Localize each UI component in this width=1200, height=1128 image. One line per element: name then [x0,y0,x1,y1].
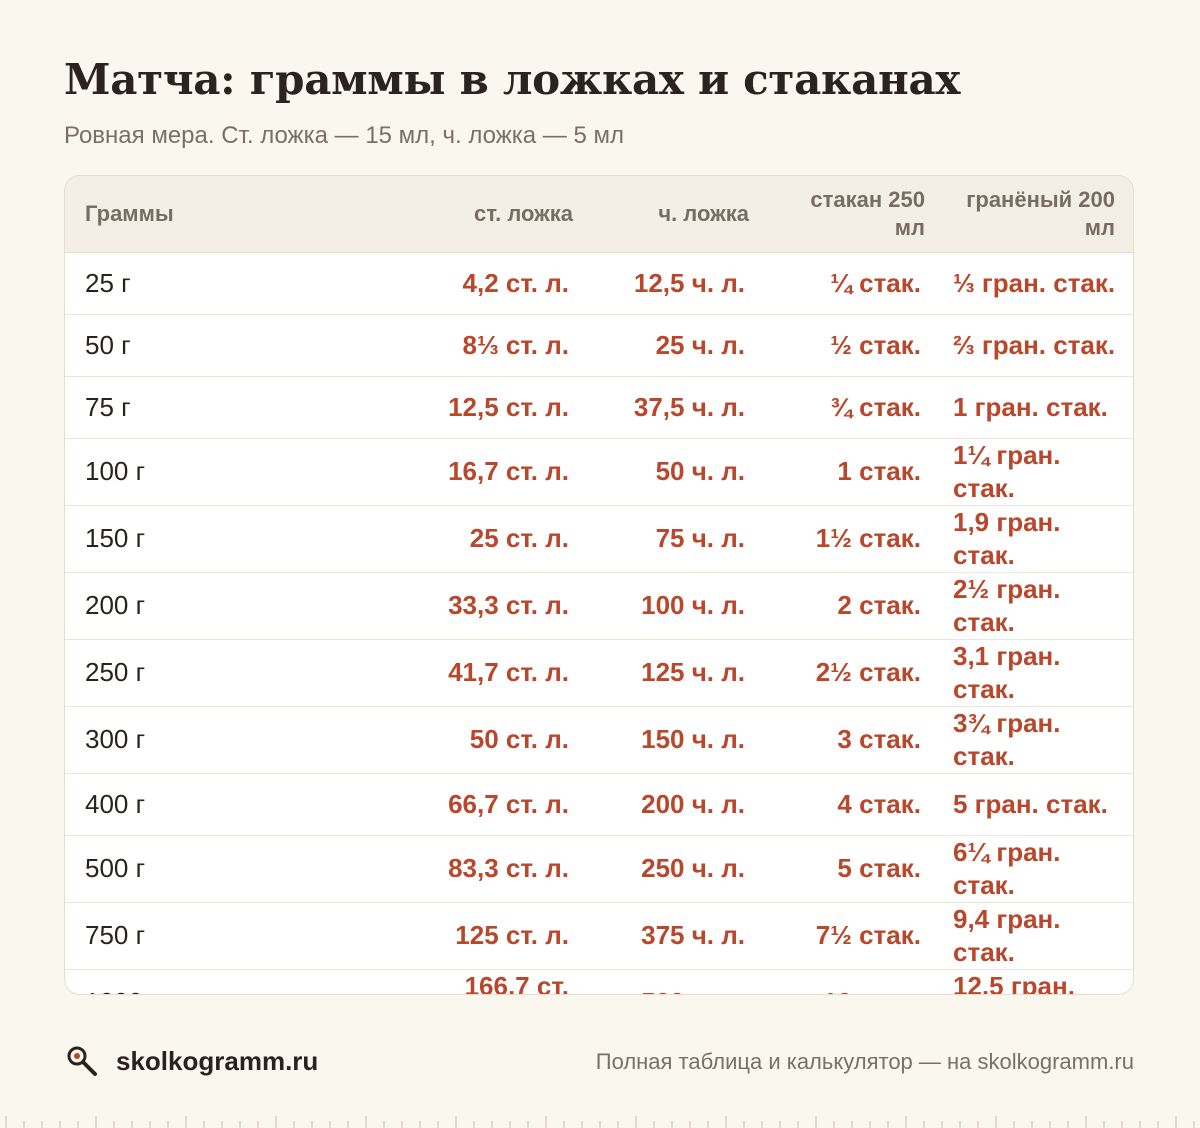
cell-faceted-glass: 3,1 гран. стак. [943,638,1133,706]
table-row: 25 г 4,2 ст. л. 12,5 ч. л. ¼ стак. ⅓ гра… [65,252,1133,314]
table-row: 400 г 66,7 ст. л. 200 ч. л. 4 стак. 5 гр… [65,772,1133,835]
page-subtitle: Ровная мера. Ст. ложка — 15 мл, ч. ложка… [64,122,624,149]
cell-teaspoon: 500 ч. л. [591,968,767,994]
cell-cup: 7½ стак. [767,901,943,969]
cell-tablespoon: 166,7 ст. л. [439,968,591,994]
cell-faceted-glass: 1¼ гран. стак. [943,437,1133,505]
cell-faceted-glass: ⅓ гран. стак. [953,267,1116,298]
cell-tablespoon: 25 ст. л. [439,504,591,572]
cell-grams: 150 г [65,504,439,572]
table-row: 50 г 8⅓ ст. л. 25 ч. л. ½ стак. ⅔ гран. … [65,313,1133,376]
cell-tablespoon: 4,2 ст. л. [462,267,569,298]
cell-faceted-glass: 5 гран. стак. [943,772,1133,835]
page-title: Матча: граммы в ложках и стаканах [64,55,961,104]
cell-teaspoon: 100 ч. л. [591,571,767,639]
cell-teaspoon: 50 ч. л. [591,437,767,505]
column-header-faceted-glass-200: гранёный 200 мл [943,176,1133,253]
cell-cup: 3 стак. [767,705,943,773]
cell-faceted-glass: 1 гран. стак. [943,375,1133,438]
cell-teaspoon: 250 ч. л. [591,834,767,902]
brand-name: skolkogramm.ru [116,1046,319,1076]
cell-grams: 750 г [65,901,439,969]
cell-grams: 1000 г [65,968,439,994]
cell-tablespoon: 50 ст. л. [439,705,591,773]
cell-grams: 250 г [65,638,439,706]
cell-cup: 2 стак. [767,571,943,639]
cell-teaspoon: 75 ч. л. [591,504,767,572]
table-row: 200 г 33,3 ст. л. 100 ч. л. 2 стак. 2½ г… [65,571,1133,639]
cell-faceted-glass: 12,5 гран. стак. [943,968,1133,994]
cell-grams: 25 г [85,267,131,298]
cell-faceted-glass: 3¾ гран. стак. [943,705,1133,773]
cell-teaspoon: 12,5 ч. л. [633,267,745,298]
cell-teaspoon: 25 ч. л. [591,313,767,376]
table-row: 1000 г 166,7 ст. л. 500 ч. л. 10 стак. 1… [65,968,1133,994]
cell-cup: 2½ стак. [767,638,943,706]
table-row: 300 г 50 ст. л. 150 ч. л. 3 стак. 3¾ гра… [65,705,1133,773]
footer-brand[interactable]: skolkogramm.ru [64,1043,318,1079]
cell-grams: 400 г [65,772,439,835]
cell-faceted-glass: 1,9 гран. стак. [943,504,1133,572]
table-row: 750 г 125 ст. л. 375 ч. л. 7½ стак. 9,4 … [65,901,1133,969]
column-header-grams: Граммы [65,176,439,253]
cell-teaspoon: 375 ч. л. [591,901,767,969]
cell-tablespoon: 41,7 ст. л. [439,638,591,706]
cell-faceted-glass: 9,4 гран. стак. [943,901,1133,969]
conversion-table-card: Граммы ст. ложка ч. ложка стакан 250 мл … [64,175,1134,995]
cell-teaspoon: 200 ч. л. [591,772,767,835]
cell-faceted-glass: ⅔ гран. стак. [943,313,1133,376]
cell-grams: 75 г [65,375,439,438]
cell-faceted-glass: 2½ гран. стак. [943,571,1133,639]
conversion-table: Граммы ст. ложка ч. ложка стакан 250 мл … [65,176,1133,994]
magnifier-icon [64,1043,100,1079]
column-header-tablespoon: ст. ложка [439,176,591,253]
table-row: 75 г 12,5 ст. л. 37,5 ч. л. ¾ стак. 1 гр… [65,375,1133,438]
cell-grams: 200 г [65,571,439,639]
cell-cup: 5 стак. [767,834,943,902]
ruler-decoration [5,1116,1195,1128]
cell-cup: ½ стак. [767,313,943,376]
cell-tablespoon: 83,3 ст. л. [439,834,591,902]
cell-cup: 1½ стак. [767,504,943,572]
footer-note[interactable]: Полная таблица и калькулятор — на skolko… [595,1049,1134,1074]
cell-grams: 500 г [65,834,439,902]
cell-faceted-glass: 6¼ гран. стак. [943,834,1133,902]
table-row: 500 г 83,3 ст. л. 250 ч. л. 5 стак. 6¼ г… [65,834,1133,902]
table-header-row: Граммы ст. ложка ч. ложка стакан 250 мл … [65,176,1133,253]
cell-teaspoon: 125 ч. л. [591,638,767,706]
cell-tablespoon: 33,3 ст. л. [439,571,591,639]
cell-tablespoon: 16,7 ст. л. [439,437,591,505]
cell-grams: 300 г [65,705,439,773]
cell-tablespoon: 8⅓ ст. л. [439,313,591,376]
cell-tablespoon: 66,7 ст. л. [439,772,591,835]
cell-cup: 4 стак. [767,772,943,835]
cell-teaspoon: 37,5 ч. л. [591,375,767,438]
cell-tablespoon: 12,5 ст. л. [439,375,591,438]
cell-cup: ¼ стак. [830,267,921,298]
cell-cup: 1 стак. [767,437,943,505]
cell-tablespoon: 125 ст. л. [439,901,591,969]
table-row: 100 г 16,7 ст. л. 50 ч. л. 1 стак. 1¼ гр… [65,437,1133,505]
cell-cup: 10 стак. [767,968,943,994]
table-row: 250 г 41,7 ст. л. 125 ч. л. 2½ стак. 3,1… [65,638,1133,706]
cell-grams: 50 г [65,313,439,376]
cell-grams: 100 г [65,437,439,505]
cell-cup: ¾ стак. [767,375,943,438]
table-row: 150 г 25 ст. л. 75 ч. л. 1½ стак. 1,9 гр… [65,504,1133,572]
column-header-teaspoon: ч. ложка [591,176,767,253]
column-header-cup-250: стакан 250 мл [767,176,943,253]
cell-teaspoon: 150 ч. л. [591,705,767,773]
